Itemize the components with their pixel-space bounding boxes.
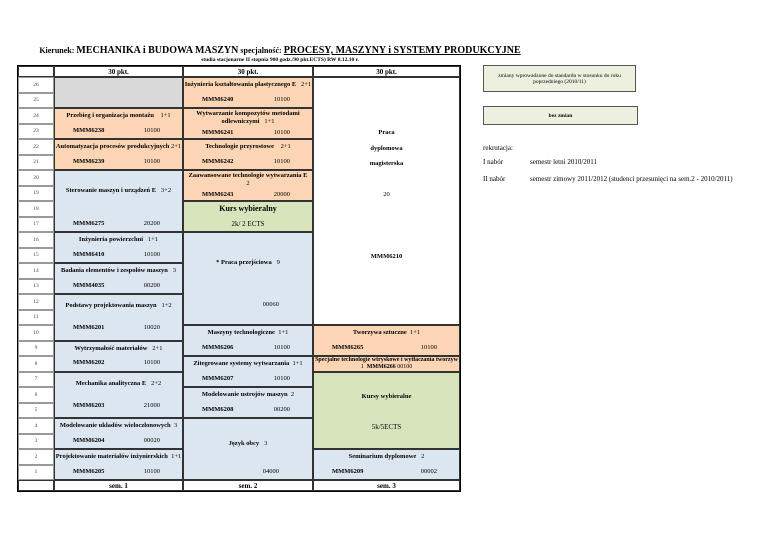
- row-number: 7: [18, 371, 54, 387]
- course-cell: Technologie przyrostowe 2+1 MMM6242 10100: [183, 139, 313, 170]
- row-number: 24: [18, 108, 54, 124]
- course-cell: Sterowanie maszyn i urządzeń E 3+2 MMM627…: [54, 170, 183, 232]
- recruitment-1: semestr letni 2010/2011: [530, 158, 598, 166]
- row-number: 25: [18, 92, 54, 108]
- row-number: 19: [18, 185, 54, 201]
- row-number: 13: [18, 278, 54, 294]
- spec-label: specjalność:: [240, 46, 282, 55]
- course-cell: Seminarium dyplomowe 2 MMM6209 00002: [313, 449, 460, 480]
- row-number: 26: [18, 77, 54, 93]
- empty-cell: [54, 77, 183, 108]
- row-number: 1: [18, 464, 54, 480]
- course-cell: Inżynieria kształtowania plastycznego E …: [183, 77, 313, 108]
- row-number: 15: [18, 247, 54, 263]
- column-header: 30 pkt.: [313, 66, 460, 77]
- course-cell: Projektowanie materiałów inżynierskich 1…: [54, 449, 183, 480]
- row-number: 23: [18, 123, 54, 139]
- course-cell: Inżynieria powierzchni 1+1 MMM6410 10100: [54, 232, 183, 263]
- row-number: 16: [18, 232, 54, 248]
- row-number: 18: [18, 201, 54, 217]
- course-cell: Podstawy projektowania maszyn 1+2 MMM6201…: [54, 294, 183, 341]
- row-number: 20: [18, 170, 54, 186]
- row-number: 3: [18, 433, 54, 449]
- recruitment-2: semestr zimowy 2011/2012 (studenci przes…: [530, 175, 733, 183]
- row-number: 2: [18, 449, 54, 465]
- row-number: 4: [18, 418, 54, 434]
- course-cell: Przebieg i organizacja montażu 1+1 MMM623…: [54, 108, 183, 139]
- course-cell: Automatyzacja procesów produkcyjnych 2+1…: [54, 139, 183, 170]
- course-cell: Badania elementów i zespołów maszyn 3 MMM…: [54, 263, 183, 294]
- footer-corner: [18, 480, 54, 491]
- course-cell: * Praca przejściowa 9 00060: [183, 232, 313, 325]
- course-cell: Wytrzymałość materiałów 2+1 MMM6202 10100: [54, 340, 183, 372]
- legend-changes: zmiany wprowadzone do standardu w stosun…: [483, 65, 636, 92]
- recruitment-label: rekrutacja:: [483, 144, 513, 152]
- corner-cell: [18, 66, 54, 77]
- row-number: 21: [18, 154, 54, 170]
- recruitment-1-label: I nabór: [483, 158, 504, 166]
- subtitle: studia stacjonarne II stopnia 900 godz./…: [201, 57, 359, 63]
- column-header: 30 pkt.: [54, 66, 183, 77]
- course-cell: Zitegrowane systemy wytwarzania 1+1 MMM62…: [183, 356, 313, 387]
- row-number: 11: [18, 309, 54, 325]
- recruitment-2-label: II nabór: [483, 175, 506, 183]
- kierunek-label: Kierunek:: [39, 46, 75, 55]
- legend-no-change: bez zmian: [483, 106, 638, 125]
- course-cell: Wytwarzanie kompozytów metodami odlewnic…: [183, 108, 313, 139]
- row-number: 12: [18, 294, 54, 310]
- course-cell: Maszyny technologiczne 1+1 MMM6206 10100: [183, 325, 313, 356]
- course-cell: Modelowanie układów wieloczłonowych 3 MMM…: [54, 418, 183, 449]
- row-number: 10: [18, 325, 54, 341]
- kierunek: MECHANIKA i BUDOWA MASZYN: [76, 45, 239, 56]
- row-number: 6: [18, 387, 54, 403]
- semester-label: sem. 1: [54, 480, 183, 491]
- course-cell: Język obcy 3 04000: [183, 418, 313, 480]
- elective-cell: Kursy wybieralne 5k/5ECTS: [313, 371, 460, 449]
- semester-label: sem. 2: [183, 480, 313, 491]
- course-cell: Mechanika analityczna E 2+2 MMM6203 21000: [54, 371, 183, 418]
- course-cell: Modelowanie ustrojów maszyn 2 MMM6208 0020…: [183, 387, 313, 418]
- row-number: 9: [18, 340, 54, 356]
- course-cell: Tworzywa sztuczne 1+1 MMM6265 10100: [313, 325, 460, 356]
- row-number: 8: [18, 356, 54, 372]
- course-cell: Specjalne technologie wtryskowe i wytłac…: [313, 356, 460, 372]
- curriculum-table: 30 pkt. 30 pkt. 30 pkt. 26 25 24 23 22 21 20 19…: [17, 65, 461, 492]
- row-number: 22: [18, 139, 54, 155]
- column-header: 30 pkt.: [183, 66, 313, 77]
- row-number: 5: [18, 402, 54, 418]
- row-number: 14: [18, 263, 54, 279]
- elective-cell: Kurs wybieralny 2k/ 2 ECTS: [183, 201, 313, 232]
- specjalnosc: PROCESY, MASZYNY i SYSTEMY PRODUKCYJNE: [283, 45, 521, 56]
- document-title: Kierunek: MECHANIKA i BUDOWA MASZYN spec…: [0, 45, 560, 56]
- thesis-cell: Praca dyplomowa magisterska 20 MMM6210: [313, 77, 460, 325]
- semester-label: sem. 3: [313, 480, 460, 491]
- row-number: 17: [18, 216, 54, 232]
